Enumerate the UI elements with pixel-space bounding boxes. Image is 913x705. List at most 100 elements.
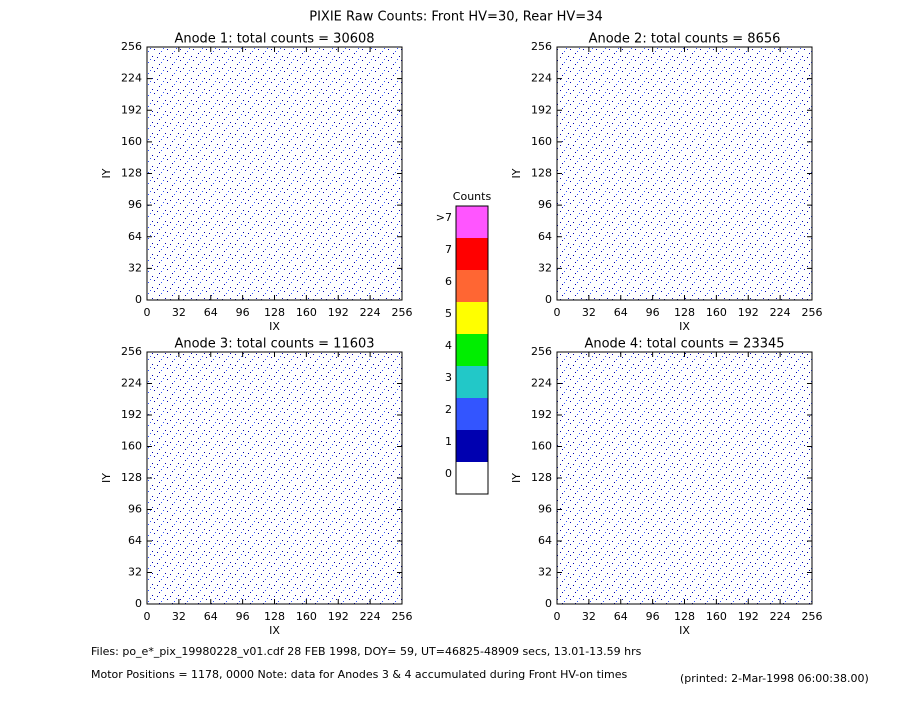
y-tick-label: 64: [538, 230, 552, 243]
x-tick-label: 32: [172, 610, 186, 623]
y-tick-label: 192: [531, 103, 552, 116]
y-tick-label: 96: [538, 503, 552, 516]
x-tick-label: 128: [674, 610, 695, 623]
panel-title: Anode 1: total counts = 30608: [174, 32, 374, 47]
y-tick-label: 224: [531, 72, 552, 85]
x-tick-label: 32: [582, 306, 596, 319]
density-texture: [557, 47, 812, 300]
y-tick-label: 128: [531, 167, 552, 180]
y-tick-label: 96: [128, 198, 142, 211]
x-tick-label: 160: [296, 610, 317, 623]
density-texture: [147, 352, 402, 604]
y-tick-label: 96: [128, 503, 142, 516]
x-tick-label: 32: [582, 610, 596, 623]
x-tick-label: 128: [674, 306, 695, 319]
x-tick-label: 64: [614, 610, 628, 623]
x-axis-label: IX: [269, 320, 280, 333]
x-tick-label: 96: [646, 610, 660, 623]
x-tick-label: 256: [802, 610, 823, 623]
colorbar-label: 6: [445, 275, 452, 288]
footer-motor: Motor Positions = 1178, 0000 Note: data …: [91, 668, 627, 681]
y-tick-label: 32: [128, 261, 142, 274]
colorbar-label: 4: [445, 339, 452, 352]
colorbar-cell: [456, 366, 488, 398]
colorbar-label: 0: [445, 467, 452, 480]
colorbar-cell: [456, 462, 488, 494]
x-axis-label: IX: [679, 320, 690, 333]
colorbar-label: >7: [436, 211, 452, 224]
y-tick-label: 0: [545, 293, 552, 306]
x-tick-label: 64: [614, 306, 628, 319]
x-tick-label: 128: [264, 610, 285, 623]
y-tick-label: 160: [531, 135, 552, 148]
x-tick-label: 160: [706, 306, 727, 319]
colorbar-label: 3: [445, 371, 452, 384]
x-tick-label: 96: [236, 610, 250, 623]
y-tick-label: 128: [531, 471, 552, 484]
x-axis-label: IX: [679, 624, 690, 637]
y-tick-label: 224: [531, 377, 552, 390]
y-tick-label: 0: [545, 597, 552, 610]
x-tick-label: 0: [144, 610, 151, 623]
y-tick-label: 32: [538, 566, 552, 579]
panel-title: Anode 4: total counts = 23345: [584, 337, 784, 352]
x-tick-label: 64: [204, 306, 218, 319]
x-tick-label: 256: [392, 306, 413, 319]
y-tick-label: 192: [121, 103, 142, 116]
x-tick-label: 192: [738, 610, 759, 623]
colorbar-cell: [456, 334, 488, 366]
colorbar-cell: [456, 398, 488, 430]
page-title: PIXIE Raw Counts: Front HV=30, Rear HV=3…: [309, 10, 603, 25]
density-texture: [147, 47, 402, 300]
y-axis-label: IY: [100, 168, 113, 178]
x-tick-label: 160: [296, 306, 317, 319]
colorbar-label: 5: [445, 307, 452, 320]
colorbar-cell: [456, 302, 488, 334]
x-tick-label: 128: [264, 306, 285, 319]
y-tick-label: 160: [121, 440, 142, 453]
colorbar-cell: [456, 270, 488, 302]
x-tick-label: 96: [236, 306, 250, 319]
x-tick-label: 160: [706, 610, 727, 623]
y-tick-label: 192: [531, 408, 552, 421]
colorbar-cell: [456, 238, 488, 270]
x-tick-label: 64: [204, 610, 218, 623]
colorbar-title: Counts: [453, 190, 492, 203]
x-tick-label: 224: [770, 610, 791, 623]
y-tick-label: 64: [128, 230, 142, 243]
y-tick-label: 128: [121, 471, 142, 484]
colorbar-label: 7: [445, 243, 452, 256]
footer-files: Files: po_e*_pix_19980228_v01.cdf 28 FEB…: [91, 645, 642, 658]
y-tick-label: 32: [538, 261, 552, 274]
colorbar-label: 2: [445, 403, 452, 416]
y-tick-label: 128: [121, 167, 142, 180]
y-tick-label: 192: [121, 408, 142, 421]
y-tick-label: 256: [121, 40, 142, 53]
x-tick-label: 0: [554, 306, 561, 319]
footer-printed: (printed: 2-Mar-1998 06:00:38.00): [680, 672, 869, 685]
x-tick-label: 192: [328, 306, 349, 319]
x-tick-label: 0: [144, 306, 151, 319]
y-tick-label: 256: [531, 345, 552, 358]
y-tick-label: 64: [128, 534, 142, 547]
x-tick-label: 192: [328, 610, 349, 623]
y-tick-label: 0: [135, 597, 142, 610]
x-tick-label: 224: [770, 306, 791, 319]
panel-title: Anode 3: total counts = 11603: [174, 337, 374, 352]
y-tick-label: 64: [538, 534, 552, 547]
y-tick-label: 256: [531, 40, 552, 53]
y-tick-label: 96: [538, 198, 552, 211]
x-tick-label: 256: [802, 306, 823, 319]
x-tick-label: 32: [172, 306, 186, 319]
colorbar-frame: [455, 205, 489, 495]
y-tick-label: 256: [121, 345, 142, 358]
x-tick-label: 224: [360, 610, 381, 623]
y-axis-label: IY: [100, 473, 113, 483]
x-tick-label: 0: [554, 610, 561, 623]
y-axis-label: IY: [510, 168, 523, 178]
y-tick-label: 32: [128, 566, 142, 579]
density-texture: [557, 352, 812, 604]
x-tick-label: 96: [646, 306, 660, 319]
y-tick-label: 224: [121, 377, 142, 390]
